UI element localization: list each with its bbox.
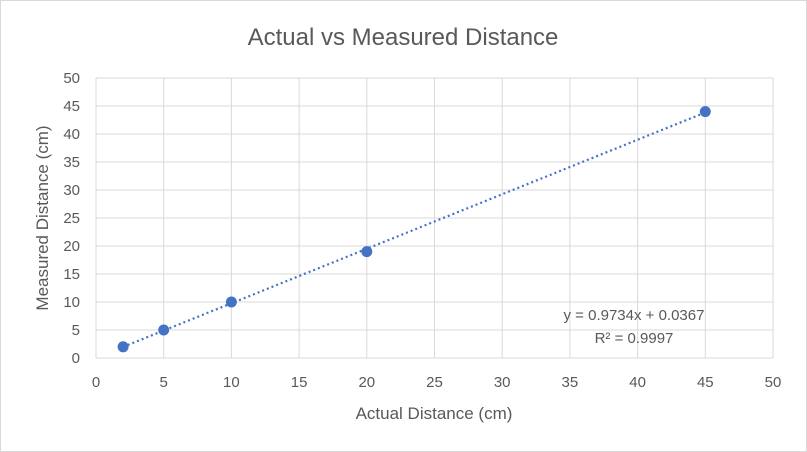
y-tick-label: 45 (63, 98, 80, 115)
y-tick-label: 40 (63, 126, 80, 143)
y-tick-label: 35 (63, 154, 80, 171)
trendline-r-squared: R² = 0.9997 (595, 330, 674, 347)
x-tick-label: 45 (697, 374, 714, 391)
data-point (158, 324, 170, 336)
x-tick-label: 30 (494, 374, 511, 391)
y-tick-label: 0 (72, 350, 80, 367)
y-tick-label: 30 (63, 182, 80, 199)
data-point (361, 246, 373, 258)
y-tick-label: 15 (63, 266, 80, 283)
x-tick-label: 35 (562, 374, 579, 391)
data-point (699, 106, 711, 118)
y-tick-label: 10 (63, 294, 80, 311)
x-tick-label: 20 (358, 374, 375, 391)
data-points (117, 106, 711, 353)
data-point (225, 296, 237, 308)
x-tick-label: 25 (426, 374, 443, 391)
chart-title: Actual vs Measured Distance (248, 24, 559, 51)
y-tick-label: 20 (63, 238, 80, 255)
x-tick-label: 15 (291, 374, 308, 391)
x-tick-labels: 0 5 10 15 20 25 30 35 40 45 50 (92, 374, 782, 391)
y-axis-label: Measured Distance (cm) (33, 125, 52, 310)
y-tick-label: 25 (63, 210, 80, 227)
x-tick-label: 40 (629, 374, 646, 391)
y-tick-labels: 0 5 10 15 20 25 30 35 40 45 50 (63, 70, 80, 367)
y-tick-label: 5 (72, 322, 80, 339)
gridlines (95, 77, 774, 359)
trendline-equation: y = 0.9734x + 0.0367 (564, 307, 705, 324)
x-axis-label: Actual Distance (cm) (356, 404, 513, 423)
x-tick-label: 10 (223, 374, 240, 391)
x-tick-label: 0 (92, 374, 100, 391)
x-tick-label: 50 (765, 374, 782, 391)
y-tick-label: 50 (63, 70, 80, 87)
data-point (117, 341, 129, 353)
x-tick-label: 5 (160, 374, 168, 391)
